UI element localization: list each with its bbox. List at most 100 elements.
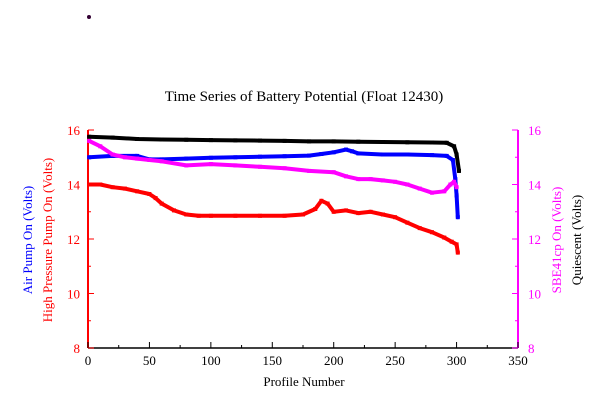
series-point-2 xyxy=(452,179,457,184)
series-point-2 xyxy=(368,177,373,182)
series-point-0 xyxy=(452,144,457,149)
series-point-3 xyxy=(417,226,422,231)
series-point-2 xyxy=(307,168,312,173)
series-point-3 xyxy=(208,213,213,218)
series-point-3 xyxy=(442,235,447,240)
series-point-3 xyxy=(313,207,318,211)
y-right-tick-label: 14 xyxy=(528,178,542,193)
series-point-1 xyxy=(356,151,361,156)
y-right-tick-label: 12 xyxy=(528,232,541,247)
series-point-3 xyxy=(368,209,373,214)
x-tick-label: 350 xyxy=(508,353,528,368)
x-tick-label: 150 xyxy=(263,353,283,368)
series-point-2 xyxy=(98,144,103,149)
series-point-3 xyxy=(172,208,176,213)
series-point-2 xyxy=(393,179,398,184)
series-point-2 xyxy=(110,152,115,157)
series-point-3 xyxy=(135,189,140,194)
series-point-2 xyxy=(147,158,152,162)
series-point-3 xyxy=(147,192,152,196)
series-point-3 xyxy=(153,196,158,201)
series-point-3 xyxy=(393,215,398,220)
series-point-1 xyxy=(380,152,385,157)
y-left-tick-label: 8 xyxy=(74,341,81,356)
x-axis-label: Profile Number xyxy=(263,374,345,389)
series-point-3 xyxy=(380,212,385,217)
y-axis-label-high-pressure-pump: High Pressure Pump On (Volts) xyxy=(40,158,55,322)
series-point-1 xyxy=(233,155,238,160)
series-point-0 xyxy=(135,137,140,141)
series-point-0 xyxy=(430,140,434,145)
series-point-0 xyxy=(444,140,449,145)
series-point-3 xyxy=(430,230,434,235)
series-point-2 xyxy=(258,164,262,169)
series-point-3 xyxy=(356,211,361,216)
series-point-3 xyxy=(319,198,324,203)
series-point-0 xyxy=(282,138,287,143)
y-axis-label-air-pump: Air Pump On (Volts) xyxy=(20,186,35,294)
series-point-1 xyxy=(344,147,348,152)
series-point-3 xyxy=(449,239,454,244)
series-point-0 xyxy=(457,168,461,173)
series-point-0 xyxy=(159,137,164,142)
series-point-3 xyxy=(159,201,164,206)
series-point-0 xyxy=(405,140,410,145)
series-point-2 xyxy=(356,177,361,182)
series-line-2 xyxy=(87,138,459,195)
series-point-3 xyxy=(455,250,460,255)
series-point-1 xyxy=(450,158,455,162)
series-point-3 xyxy=(454,242,459,247)
series-point-2 xyxy=(159,159,164,164)
y-axis-label-sbe41cp: SBE41cp On (Volts) xyxy=(549,187,564,294)
series-point-3 xyxy=(122,186,127,191)
series-point-3 xyxy=(184,212,189,217)
y-right-tick-label: 16 xyxy=(528,123,542,138)
x-tick-label: 50 xyxy=(143,353,156,368)
series-point-0 xyxy=(208,138,213,143)
series-point-0 xyxy=(380,140,385,144)
series-point-0 xyxy=(307,139,312,144)
x-tick-label: 0 xyxy=(85,353,92,368)
series-point-2 xyxy=(208,162,213,167)
series-point-2 xyxy=(454,185,459,190)
series-point-2 xyxy=(417,186,422,191)
series-point-0 xyxy=(233,138,238,143)
series-point-2 xyxy=(442,189,447,194)
y-right-tick-label: 10 xyxy=(528,287,541,302)
series-point-0 xyxy=(258,138,262,143)
series-point-0 xyxy=(184,137,189,142)
series-point-0 xyxy=(87,134,92,139)
series-point-3 xyxy=(325,201,330,206)
series-point-1 xyxy=(307,153,312,158)
y-left-tick-label: 14 xyxy=(67,178,81,193)
series-point-2 xyxy=(331,170,336,175)
series-point-1 xyxy=(430,153,434,158)
series-point-2 xyxy=(233,163,238,168)
series-point-1 xyxy=(453,177,458,182)
series-point-0 xyxy=(331,139,336,144)
series-point-1 xyxy=(455,215,460,220)
series-point-1 xyxy=(405,152,410,157)
series-point-1 xyxy=(331,150,336,155)
series-point-1 xyxy=(444,153,449,158)
series-point-2 xyxy=(184,163,189,168)
series-point-3 xyxy=(110,185,115,190)
series-point-1 xyxy=(87,155,92,160)
series-point-3 xyxy=(98,182,103,187)
series-line-3 xyxy=(87,182,460,255)
series-point-2 xyxy=(122,155,127,160)
series-point-3 xyxy=(233,213,238,218)
series-point-3 xyxy=(331,209,336,214)
series-point-3 xyxy=(258,213,262,218)
series-point-1 xyxy=(319,152,324,156)
series-point-2 xyxy=(430,190,434,195)
series-point-2 xyxy=(135,156,140,161)
series-point-3 xyxy=(405,220,410,225)
series-point-2 xyxy=(380,178,385,183)
y-left-tick-label: 16 xyxy=(67,123,81,138)
y-left-tick-label: 10 xyxy=(67,287,80,302)
series-point-2 xyxy=(282,166,287,171)
